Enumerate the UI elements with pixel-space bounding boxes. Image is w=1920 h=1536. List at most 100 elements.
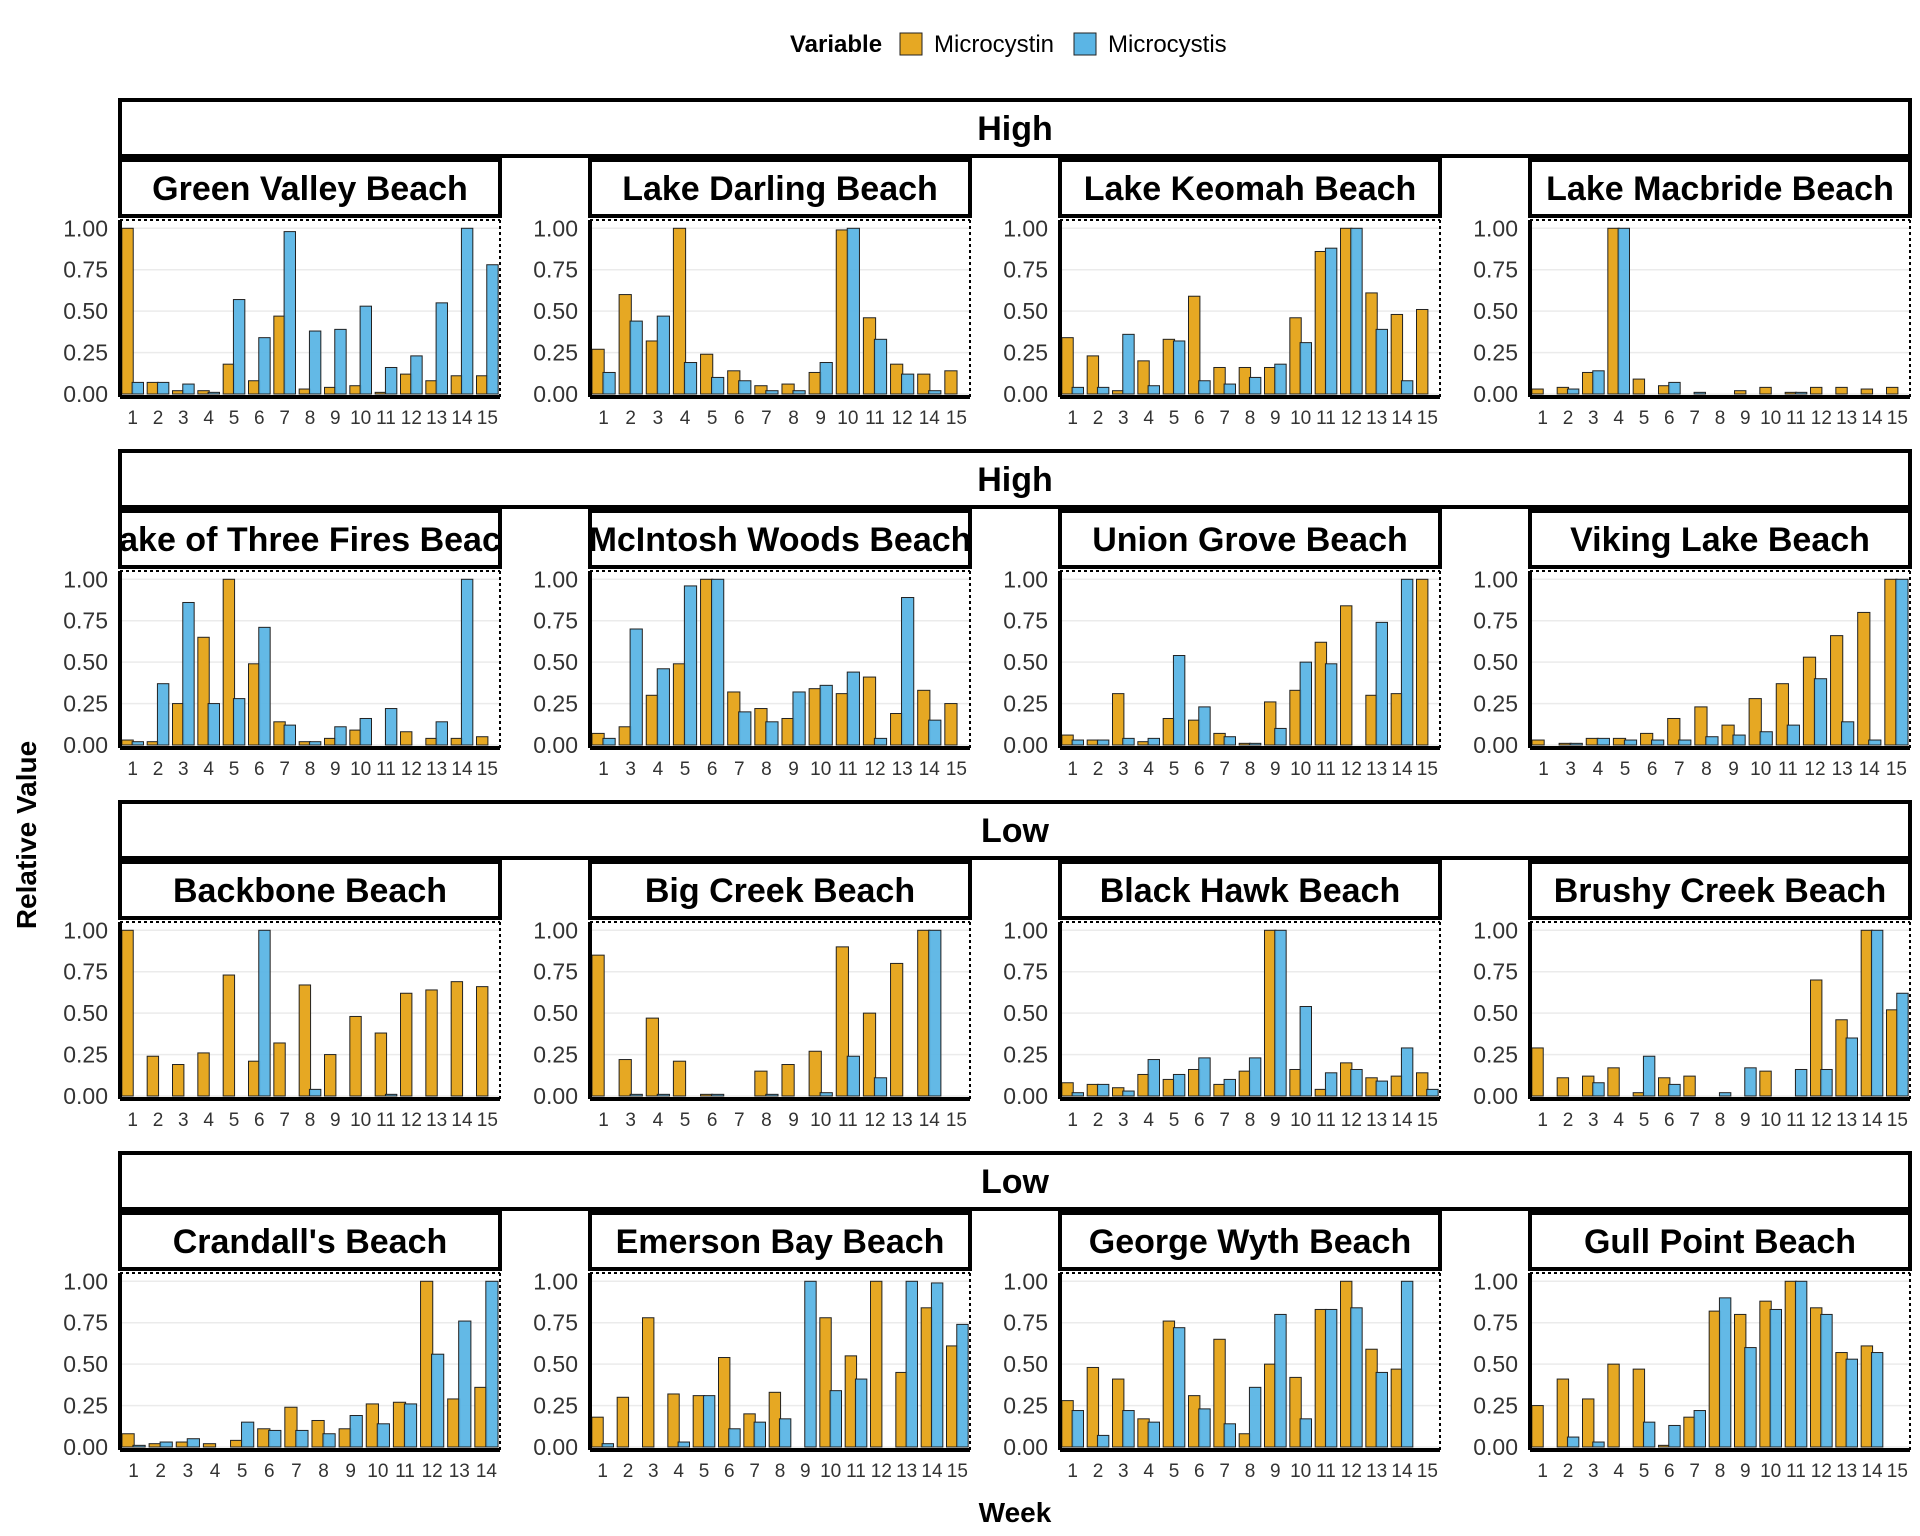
bar-microcystin <box>618 1059 632 1097</box>
x-tick-label: 7 <box>734 1110 745 1131</box>
bar-microcystin <box>1238 742 1252 746</box>
bar-microcystin <box>1658 1444 1671 1448</box>
x-tick-label: 11 <box>838 1110 858 1131</box>
bar-microcystin <box>1390 693 1404 746</box>
bar-microcystin <box>1137 741 1150 746</box>
bar-microcystis <box>1668 1083 1681 1097</box>
x-tick-label: 10 <box>1760 1110 1781 1131</box>
bar-microcystin <box>1264 929 1277 1097</box>
bar-microcystis <box>241 1421 255 1448</box>
bar-microcystis <box>186 1438 200 1448</box>
x-tick-label: 11 <box>846 1461 866 1482</box>
y-tick-label: 0.25 <box>1003 1042 1048 1068</box>
bar-microcystin <box>1061 337 1074 395</box>
bar-microcystis <box>435 721 448 746</box>
y-tick-label: 0.75 <box>63 608 108 634</box>
bar-microcystin <box>672 227 687 395</box>
x-tick-label: 11 <box>1316 408 1336 429</box>
bar-microcystis <box>334 726 347 746</box>
bar-microcystin <box>1112 1087 1125 1097</box>
x-tick-label: 1 <box>1067 408 1078 429</box>
y-tick-label: 1.00 <box>1003 566 1048 592</box>
bar-microcystin <box>148 1443 162 1448</box>
bar-microcystin <box>1582 371 1595 395</box>
bar-microcystin <box>1137 1073 1150 1097</box>
bar-microcystis <box>1668 1424 1681 1448</box>
bar-microcystis <box>1248 742 1262 746</box>
x-tick-label: 15 <box>947 1461 968 1482</box>
x-tick-label: 8 <box>1715 1461 1726 1482</box>
x-tick-label: 6 <box>1664 408 1675 429</box>
bar-microcystin <box>1860 388 1874 395</box>
x-tick-label: 7 <box>1689 1110 1700 1131</box>
x-tick-label: 12 <box>1341 408 1362 429</box>
y-tick-label: 0.00 <box>63 381 108 407</box>
panel-title: George Wyth Beach <box>1089 1223 1411 1261</box>
x-tick-label: 14 <box>1861 1461 1883 1482</box>
x-tick-label: 11 <box>838 759 858 780</box>
x-tick-label: 13 <box>892 759 913 780</box>
bar-microcystin <box>781 383 795 395</box>
x-tick-label: 12 <box>864 759 885 780</box>
x-tick-label: 9 <box>330 408 341 429</box>
bar-microcystis <box>1324 1308 1338 1448</box>
bar-microcystis <box>1172 1073 1186 1097</box>
y-tick-label: 0.00 <box>63 1083 108 1109</box>
bar-microcystis <box>804 1280 817 1448</box>
y-tick-label: 0.75 <box>1003 1310 1048 1336</box>
bar-microcystin <box>1531 388 1544 395</box>
y-tick-label: 0.25 <box>1003 691 1048 717</box>
bar-microcystin <box>425 380 438 395</box>
x-tick-label: 6 <box>254 1110 265 1131</box>
x-tick-label: 8 <box>1245 1461 1256 1482</box>
x-tick-label: 14 <box>1391 1110 1413 1131</box>
x-tick-label: 2 <box>153 759 164 780</box>
bar-microcystis <box>283 724 296 746</box>
bar-microcystis <box>486 264 499 395</box>
bar-microcystin <box>1340 1062 1353 1097</box>
x-tick-label: 10 <box>367 1461 388 1482</box>
panel-strip <box>588 509 972 569</box>
y-tick-label: 0.25 <box>63 340 108 366</box>
x-tick-label: 11 <box>395 1461 415 1482</box>
bar-microcystis <box>1071 386 1084 395</box>
bar-microcystin <box>700 353 714 395</box>
bar-microcystis <box>702 1395 716 1448</box>
bar-microcystis <box>819 1092 833 1097</box>
bar-microcystis <box>1642 1421 1656 1448</box>
panel-title: Brushy Creek Beach <box>1554 872 1887 910</box>
bar-microcystin <box>311 1419 325 1448</box>
x-tick-label: 5 <box>229 759 240 780</box>
bar-microcystis <box>854 1378 868 1448</box>
bar-microcystin <box>1061 734 1074 746</box>
x-tick-label: 9 <box>1270 408 1281 429</box>
bar-microcystin <box>1694 706 1708 746</box>
x-tick-label: 8 <box>1245 408 1256 429</box>
bar-microcystin <box>425 989 438 1097</box>
bar-microcystis <box>232 698 246 746</box>
bar-microcystin <box>175 1441 189 1448</box>
bar-microcystin <box>781 717 795 746</box>
y-tick-label: 0.75 <box>1003 257 1048 283</box>
bar-microcystin <box>645 694 659 746</box>
bar-microcystin <box>284 1406 298 1448</box>
bar-microcystin <box>917 689 931 746</box>
bar-microcystin <box>298 388 312 395</box>
x-tick-label: 7 <box>1689 1461 1700 1482</box>
bar-microcystin <box>890 962 904 1097</box>
bar-microcystis <box>308 330 322 395</box>
bar-microcystin <box>1061 1082 1074 1097</box>
x-tick-label: 1 <box>127 1110 138 1131</box>
bar-microcystin <box>1531 1047 1544 1097</box>
bar-microcystin <box>447 1398 461 1448</box>
bar-microcystis <box>819 362 833 395</box>
bar-microcystin <box>870 1280 883 1448</box>
bar-microcystis <box>602 737 616 746</box>
x-tick-label: 3 <box>1588 408 1599 429</box>
y-tick-label: 0.25 <box>1473 691 1518 717</box>
bar-microcystin <box>349 1015 362 1097</box>
x-tick-label: 4 <box>1143 759 1154 780</box>
x-tick-label: 5 <box>1639 1110 1650 1131</box>
